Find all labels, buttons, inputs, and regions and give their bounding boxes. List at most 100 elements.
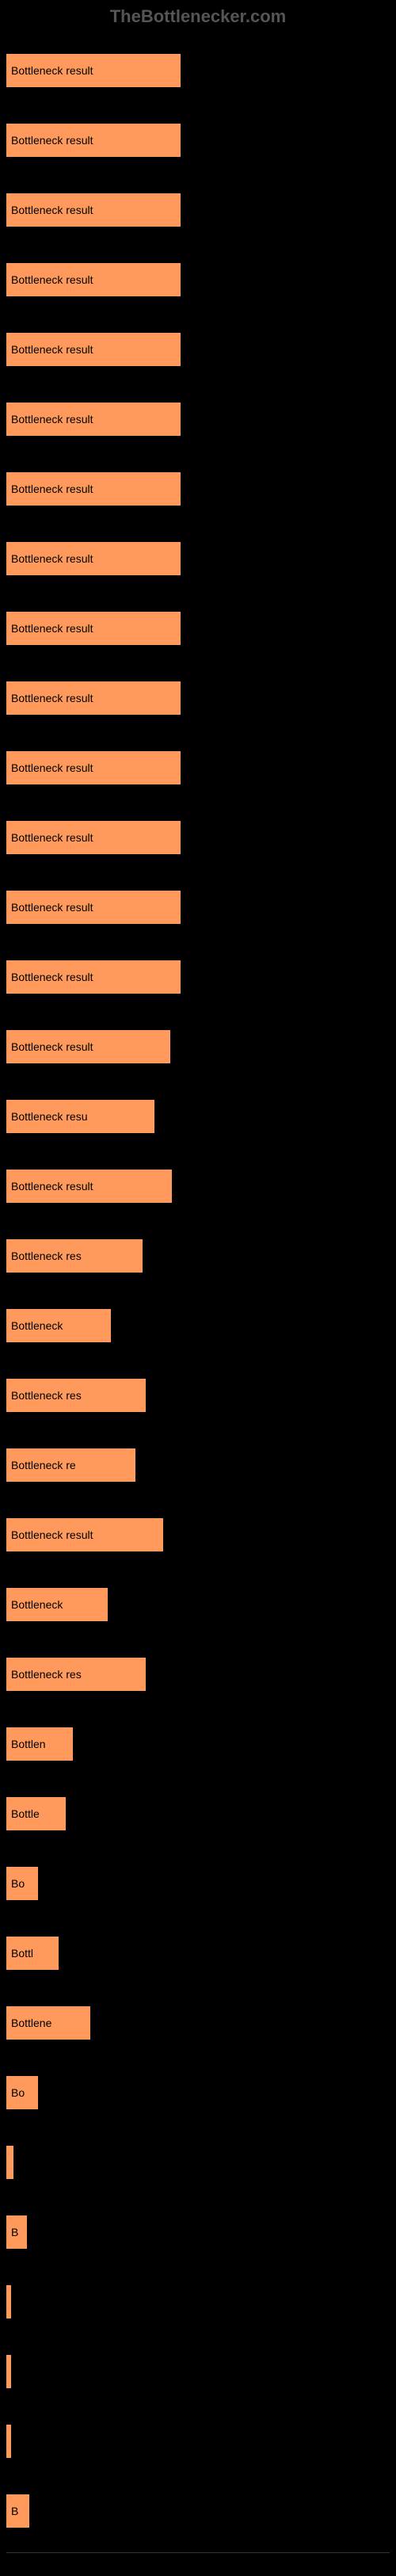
bar-row bbox=[6, 2128, 390, 2196]
bar-row: Bottleneck res bbox=[6, 1640, 390, 1708]
bar-label: Bottleneck result bbox=[11, 622, 93, 635]
bar-row: Bottleneck bbox=[6, 1292, 390, 1359]
bar-row: Bo bbox=[6, 1849, 390, 1917]
bar-row: Bottleneck re bbox=[6, 1431, 390, 1498]
bar-row bbox=[6, 2407, 390, 2475]
bar: B bbox=[6, 2494, 29, 2528]
bar-row: Bottleneck result bbox=[6, 385, 390, 452]
bar: Bottleneck result bbox=[6, 1518, 163, 1551]
bar bbox=[6, 2146, 13, 2179]
bar-chart: Bottleneck result Bottleneck result Bottle… bbox=[0, 36, 396, 2576]
bar-label: Bottleneck bbox=[11, 1319, 63, 1332]
bar-row: Bottleneck result bbox=[6, 1501, 390, 1568]
bar-row: Bottleneck bbox=[6, 1570, 390, 1638]
bar-row: Bottlen bbox=[6, 1710, 390, 1777]
bar-label: B bbox=[11, 2226, 18, 2238]
watermark-text: TheBottlenecker.com bbox=[0, 0, 396, 36]
bar bbox=[6, 2355, 11, 2388]
bar: Bottleneck result bbox=[6, 1030, 170, 1063]
bar: Bottle bbox=[6, 1797, 66, 1830]
bar: Bottleneck resu bbox=[6, 1100, 154, 1133]
bar-label: Bottleneck result bbox=[11, 552, 93, 565]
bar-row: Bottleneck res bbox=[6, 1361, 390, 1429]
bar: Bottleneck result bbox=[6, 612, 181, 645]
bar-row: Bottleneck result bbox=[6, 664, 390, 731]
bar bbox=[6, 2285, 11, 2318]
bar-row: Bottleneck result bbox=[6, 106, 390, 174]
bar-row: Bottleneck result bbox=[6, 943, 390, 1010]
bar bbox=[6, 2425, 11, 2458]
bar: Bo bbox=[6, 1867, 38, 1900]
bar-label: Bo bbox=[11, 2086, 25, 2099]
bar-label: Bottle bbox=[11, 1807, 40, 1820]
bar-label: Bottleneck re bbox=[11, 1459, 76, 1471]
bar: Bottleneck re bbox=[6, 1448, 135, 1482]
bar-row: B bbox=[6, 2477, 390, 2544]
bar: Bottleneck result bbox=[6, 403, 181, 436]
bar-label: Bottleneck result bbox=[11, 971, 93, 983]
bar-label: Bottleneck result bbox=[11, 1180, 93, 1193]
bar-row: Bottleneck res bbox=[6, 1222, 390, 1289]
bar-label: Bottleneck result bbox=[11, 901, 93, 914]
bar-label: Bottleneck result bbox=[11, 413, 93, 426]
bar: Bottleneck result bbox=[6, 1170, 172, 1203]
bar-label: Bottleneck result bbox=[11, 134, 93, 147]
bar-row: Bottl bbox=[6, 1919, 390, 1986]
bar-row: Bottleneck result bbox=[6, 36, 390, 104]
bar-label: Bottleneck result bbox=[11, 692, 93, 704]
bar-row: Bo bbox=[6, 2059, 390, 2126]
bar-row: Bottleneck resu bbox=[6, 1082, 390, 1150]
bar-row: Bottleneck result bbox=[6, 176, 390, 243]
bar-label: Bo bbox=[11, 1877, 25, 1890]
bar-label: Bottleneck res bbox=[11, 1389, 82, 1402]
bar-row: Bottleneck result bbox=[6, 246, 390, 313]
bar-row bbox=[6, 2268, 390, 2335]
bar-row: Bottleneck result bbox=[6, 455, 390, 522]
bar-row bbox=[6, 2337, 390, 2405]
x-axis bbox=[6, 2552, 390, 2576]
bar: Bottleneck result bbox=[6, 124, 181, 157]
bar: Bottlene bbox=[6, 2006, 90, 2040]
bar-row: Bottleneck result bbox=[6, 734, 390, 801]
bar: Bottlen bbox=[6, 1727, 73, 1761]
bar: Bottleneck res bbox=[6, 1658, 146, 1691]
bar-label: Bottleneck result bbox=[11, 761, 93, 774]
bar: Bottleneck result bbox=[6, 54, 181, 87]
bar-row: Bottleneck result bbox=[6, 1152, 390, 1219]
bar-label: Bottl bbox=[11, 1947, 33, 1960]
bar-label: Bottleneck res bbox=[11, 1250, 82, 1262]
bar-label: Bottlene bbox=[11, 2017, 51, 2029]
bar: Bottleneck bbox=[6, 1309, 111, 1342]
bar-row: Bottleneck result bbox=[6, 803, 390, 871]
bar: Bottleneck res bbox=[6, 1239, 143, 1273]
bar-label: Bottleneck result bbox=[11, 1040, 93, 1053]
bar: Bottleneck result bbox=[6, 263, 181, 296]
bar: Bottleneck res bbox=[6, 1379, 146, 1412]
bar-row: Bottleneck result bbox=[6, 525, 390, 592]
bar-label: Bottlen bbox=[11, 1738, 46, 1750]
bar-label: Bottleneck result bbox=[11, 204, 93, 216]
bars-container: Bottleneck result Bottleneck result Bottle… bbox=[6, 36, 390, 2544]
bar-row: Bottleneck result bbox=[6, 315, 390, 383]
bar-row: Bottleneck result bbox=[6, 1013, 390, 1080]
bar-row: Bottle bbox=[6, 1780, 390, 1847]
bar-row: Bottlene bbox=[6, 1989, 390, 2056]
bar: Bottleneck result bbox=[6, 821, 181, 854]
bar-row: Bottleneck result bbox=[6, 873, 390, 941]
bar-label: Bottleneck resu bbox=[11, 1110, 88, 1123]
bar: Bottleneck result bbox=[6, 472, 181, 506]
bar-label: Bottleneck result bbox=[11, 273, 93, 286]
bar: Bottleneck result bbox=[6, 542, 181, 575]
bar-label: Bottleneck result bbox=[11, 831, 93, 844]
bar: Bottleneck bbox=[6, 1588, 108, 1621]
bar-label: Bottleneck result bbox=[11, 483, 93, 495]
bar-label: Bottleneck result bbox=[11, 1528, 93, 1541]
bar: Bottleneck result bbox=[6, 960, 181, 994]
bar-label: B bbox=[11, 2505, 18, 2517]
bar: Bottleneck result bbox=[6, 891, 181, 924]
bar: Bottleneck result bbox=[6, 751, 181, 784]
bar-label: Bottleneck res bbox=[11, 1668, 82, 1681]
bar-label: Bottleneck bbox=[11, 1598, 63, 1611]
bar-row: Bottleneck result bbox=[6, 594, 390, 662]
bar-label: Bottleneck result bbox=[11, 343, 93, 356]
